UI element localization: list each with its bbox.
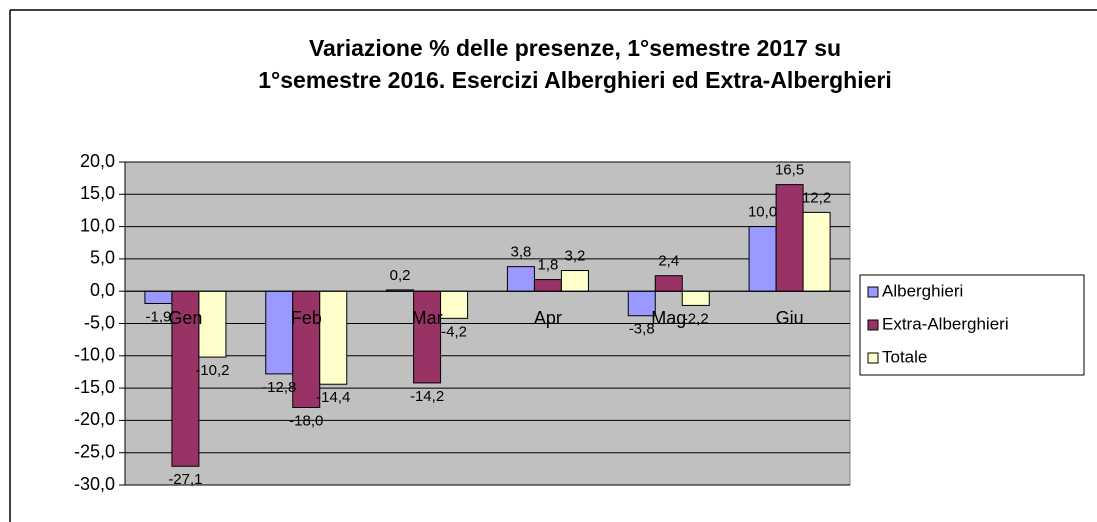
- y-tick-label: -5,0: [84, 312, 115, 332]
- x-tick-label: Gen: [168, 308, 202, 328]
- bar: [319, 290, 348, 385]
- legend-swatch: [867, 319, 879, 331]
- value-label: -18,0: [289, 412, 323, 429]
- x-tick-label: Apr: [534, 308, 562, 328]
- value-label: 3,2: [564, 247, 585, 264]
- legend-label: Extra-Alberghieri: [882, 314, 1009, 333]
- chart-title: Variazione % delle presenze, 1°semestre …: [309, 35, 841, 61]
- bar: [681, 290, 710, 306]
- value-label: -4,2: [441, 323, 467, 340]
- value-label: 10,0: [748, 204, 777, 221]
- legend-label: Totale: [882, 347, 927, 366]
- value-label: -3,8: [629, 321, 655, 338]
- bar: [802, 211, 831, 292]
- x-tick-label: Giu: [776, 308, 804, 328]
- value-label: 3,8: [510, 244, 531, 261]
- x-tick-label: Mar: [412, 308, 443, 328]
- y-tick-label: -20,0: [74, 409, 115, 429]
- bar: [198, 290, 227, 358]
- legend-label: Alberghieri: [882, 281, 963, 300]
- bar: [171, 290, 200, 467]
- bar: [292, 290, 321, 408]
- bar: [748, 226, 777, 292]
- value-label: 16,5: [775, 162, 804, 179]
- value-label: 1,8: [537, 257, 558, 274]
- value-label: -2,2: [683, 310, 709, 327]
- bar: [144, 290, 173, 304]
- chart-title: 1°semestre 2016. Esercizi Alberghieri ed…: [258, 67, 891, 93]
- value-label: 12,2: [802, 189, 831, 206]
- value-label: 2,4: [658, 253, 679, 270]
- y-tick-label: -10,0: [74, 345, 115, 365]
- bar: [560, 270, 589, 292]
- legend-box: [859, 274, 1085, 376]
- x-tick-label: Feb: [291, 308, 322, 328]
- value-label: -10,2: [195, 362, 229, 379]
- y-tick-label: -15,0: [74, 377, 115, 397]
- y-tick-label: 20,0: [80, 151, 115, 171]
- y-tick-label: 5,0: [90, 248, 115, 268]
- bar: [440, 290, 469, 319]
- value-label: 0,2: [390, 267, 411, 284]
- x-tick-label: Mag: [651, 308, 686, 328]
- bar: [265, 290, 294, 375]
- value-label: -14,4: [316, 389, 350, 406]
- value-label: -12,8: [262, 379, 296, 396]
- bar: [506, 266, 535, 292]
- value-label: -1,9: [145, 308, 171, 325]
- y-tick-label: 15,0: [80, 183, 115, 203]
- bar: [533, 279, 562, 292]
- y-tick-label: -30,0: [74, 474, 115, 494]
- bar: [775, 184, 804, 292]
- bar: [627, 290, 656, 317]
- legend-swatch: [867, 352, 879, 364]
- bar: [654, 275, 683, 292]
- value-label: -14,2: [410, 388, 444, 405]
- y-tick-label: 10,0: [80, 215, 115, 235]
- y-tick-label: 0,0: [90, 280, 115, 300]
- bar: [413, 290, 442, 384]
- legend-swatch: [867, 286, 879, 298]
- value-label: -27,1: [168, 471, 202, 488]
- y-tick-label: -25,0: [74, 441, 115, 461]
